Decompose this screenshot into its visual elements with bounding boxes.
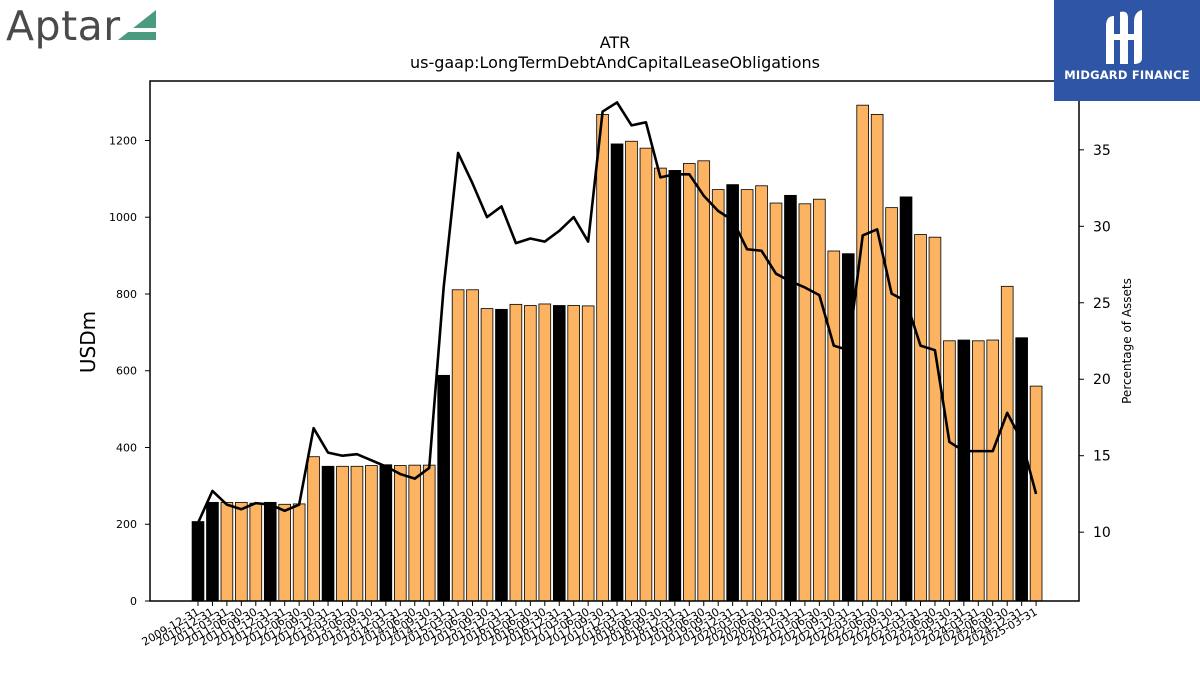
bar-2020-06-30 xyxy=(755,185,768,602)
bar-2009-12-31 xyxy=(191,521,205,602)
midgard-finance-logo: MIDGARD FINANCE xyxy=(1054,0,1200,101)
midgard-m-icon xyxy=(1106,10,1142,65)
bar-2022-03-31 xyxy=(856,104,869,602)
y-tick-label: 200 xyxy=(116,518,137,531)
bar-2022-06-30 xyxy=(870,113,884,602)
bar-2024-03-31 xyxy=(972,340,985,602)
bar-2016-03-31 xyxy=(509,303,523,602)
bar-2018-09-30 xyxy=(654,167,667,602)
bar-2020-09-30 xyxy=(769,202,783,602)
aptar-logo: Aptar xyxy=(4,2,164,50)
bar-2016-12-31 xyxy=(552,305,566,602)
y2-tick-label: 35 xyxy=(1093,143,1111,159)
bar-2020-03-31 xyxy=(740,189,754,602)
y-tick-label: 0 xyxy=(130,595,137,608)
x-axis: 2009-12-312010-12-312011-03-312011-06-30… xyxy=(140,601,1040,649)
midgard-finance-brand-text: MIDGARD FINANCE xyxy=(1064,68,1190,82)
bar-2013-03-31 xyxy=(336,465,349,602)
bar-2021-09-30 xyxy=(827,250,841,602)
aptar-leaf-icon xyxy=(118,10,156,40)
bar-2021-03-31 xyxy=(798,203,812,602)
bar-2013-12-31 xyxy=(379,464,393,602)
y2-tick-label: 15 xyxy=(1093,449,1111,465)
bar-2015-06-30 xyxy=(466,289,479,602)
bar-2017-12-31 xyxy=(610,143,624,602)
bar-2018-06-30 xyxy=(639,147,653,602)
bar-2014-03-31 xyxy=(393,465,407,602)
bar-2013-09-30 xyxy=(365,465,378,602)
bar-2015-12-31 xyxy=(495,308,508,602)
chart-subtitle: us-gaap:LongTermDebtAndCapitalLeaseOblig… xyxy=(410,53,820,72)
bar-2013-06-30 xyxy=(350,465,364,602)
bar-2023-09-30 xyxy=(943,340,956,602)
bar-2023-03-31 xyxy=(914,234,927,602)
bar-2016-06-30 xyxy=(524,305,537,602)
y2-tick-label: 10 xyxy=(1093,525,1111,541)
y2-tick-label: 25 xyxy=(1093,296,1111,312)
y-tick-label: 600 xyxy=(116,365,137,378)
bar-2020-12-31 xyxy=(784,194,797,602)
bar-2024-06-30 xyxy=(986,339,1000,602)
y-tick-label: 1000 xyxy=(109,211,137,224)
y-axis-right: 10 15 20 25 30 35 xyxy=(1079,143,1111,541)
bar-2017-09-30 xyxy=(596,113,609,602)
bar-2012-12-31 xyxy=(321,465,335,602)
bar-2021-06-30 xyxy=(813,198,826,602)
bar-2024-09-30 xyxy=(1000,285,1014,602)
bar-2011-06-30 xyxy=(235,501,248,602)
y-axis-label: USDm xyxy=(76,311,100,373)
bar-2014-09-30 xyxy=(422,464,436,602)
chart-title: ATR xyxy=(600,33,631,52)
y2-tick-label: 20 xyxy=(1093,372,1111,388)
bar-2024-12-31 xyxy=(1015,337,1028,602)
plot-frame xyxy=(149,80,1080,602)
bar-2022-09-30 xyxy=(885,207,898,602)
bar-2018-12-31 xyxy=(668,170,682,602)
bar-2011-12-31 xyxy=(263,501,277,602)
bar-2017-06-30 xyxy=(581,305,595,602)
bar-2015-09-30 xyxy=(480,308,494,602)
y-tick-label: 400 xyxy=(116,441,137,454)
bar-2012-09-30 xyxy=(307,456,320,602)
aptar-logo-text: Aptar xyxy=(6,2,121,50)
bar-2016-09-30 xyxy=(538,303,552,602)
bar-2019-06-30 xyxy=(697,160,711,602)
bar-2019-03-31 xyxy=(683,163,696,602)
y-tick-label: 1200 xyxy=(109,134,137,147)
bar-2014-12-31 xyxy=(437,374,450,602)
bar-2014-06-30 xyxy=(408,464,422,602)
bar-2021-12-31 xyxy=(841,253,855,602)
bar-2015-03-31 xyxy=(451,289,465,602)
y2-axis-label: Percentage of Assets xyxy=(1120,278,1134,404)
bar-2018-03-31 xyxy=(625,140,638,602)
y-tick-label: 800 xyxy=(116,288,137,301)
percentage-line xyxy=(196,101,1038,524)
bar-2010-12-31 xyxy=(206,501,219,602)
bar-2011-03-31 xyxy=(220,501,234,602)
bar-2019-12-31 xyxy=(726,184,739,602)
bars-group xyxy=(191,104,1043,602)
bar-2019-09-30 xyxy=(711,189,725,602)
bar-2023-12-31 xyxy=(957,339,971,602)
y2-tick-label: 30 xyxy=(1093,219,1111,235)
y-axis-left: 0 200 400 600 800 1000 1200 xyxy=(109,134,150,608)
bar-2012-03-31 xyxy=(278,503,291,602)
bar-2017-03-31 xyxy=(567,305,580,602)
bar-2023-06-30 xyxy=(928,236,942,602)
bar-2011-09-30 xyxy=(249,502,263,602)
bar-2012-06-30 xyxy=(292,503,306,602)
bar-2022-12-31 xyxy=(899,196,913,602)
